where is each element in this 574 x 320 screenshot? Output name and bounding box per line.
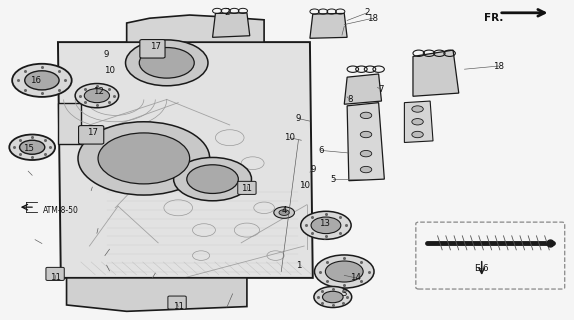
Polygon shape [212, 13, 250, 37]
Text: 17: 17 [87, 128, 98, 137]
Text: 9: 9 [310, 165, 316, 174]
Text: 14: 14 [350, 273, 361, 282]
Polygon shape [413, 50, 459, 96]
Circle shape [301, 211, 351, 239]
Text: E-6: E-6 [474, 264, 489, 273]
Circle shape [311, 217, 341, 234]
Text: 2: 2 [224, 8, 230, 17]
FancyBboxPatch shape [140, 40, 165, 58]
Text: 11: 11 [173, 302, 184, 311]
Text: 4: 4 [281, 206, 287, 215]
Text: 13: 13 [319, 219, 329, 228]
Text: 8: 8 [347, 95, 353, 104]
FancyBboxPatch shape [168, 296, 186, 309]
Text: ATM-8-50: ATM-8-50 [42, 206, 79, 215]
Text: 1: 1 [296, 261, 301, 270]
Circle shape [412, 119, 423, 125]
Polygon shape [127, 15, 264, 42]
Text: 9: 9 [104, 50, 109, 59]
Text: 11: 11 [242, 184, 253, 193]
Polygon shape [58, 103, 81, 144]
Circle shape [360, 150, 372, 157]
Text: 18: 18 [367, 14, 378, 23]
Text: 10: 10 [298, 181, 310, 190]
Text: 2: 2 [364, 8, 370, 17]
Circle shape [20, 140, 45, 154]
Circle shape [9, 134, 55, 160]
Polygon shape [310, 13, 347, 38]
Circle shape [274, 207, 294, 218]
Circle shape [84, 89, 110, 103]
Text: 16: 16 [29, 76, 41, 85]
FancyBboxPatch shape [46, 268, 64, 280]
Circle shape [323, 291, 343, 303]
Circle shape [412, 106, 423, 112]
Circle shape [325, 261, 363, 282]
Text: 10: 10 [284, 133, 296, 142]
FancyBboxPatch shape [238, 181, 256, 195]
Text: 17: 17 [150, 42, 161, 52]
Polygon shape [405, 101, 433, 142]
FancyBboxPatch shape [79, 125, 104, 144]
Text: 11: 11 [49, 273, 61, 282]
Text: 3: 3 [342, 289, 347, 298]
Circle shape [98, 133, 189, 184]
Circle shape [314, 286, 352, 308]
Text: 5: 5 [330, 175, 336, 184]
Polygon shape [344, 74, 382, 104]
Text: 6: 6 [319, 146, 324, 155]
Circle shape [360, 166, 372, 173]
Text: FR.: FR. [484, 13, 503, 23]
Circle shape [360, 131, 372, 138]
Circle shape [360, 112, 372, 119]
Text: 18: 18 [494, 61, 505, 70]
Circle shape [75, 84, 119, 108]
Text: 7: 7 [379, 85, 384, 94]
Polygon shape [67, 278, 247, 311]
Circle shape [126, 40, 208, 86]
Circle shape [139, 48, 194, 78]
Circle shape [187, 165, 238, 194]
Circle shape [25, 71, 59, 90]
Circle shape [412, 131, 423, 138]
Polygon shape [58, 42, 313, 278]
Polygon shape [347, 103, 385, 181]
Text: 9: 9 [296, 114, 301, 123]
Circle shape [173, 157, 251, 201]
Circle shape [315, 255, 374, 288]
Text: 15: 15 [23, 144, 34, 153]
Circle shape [78, 122, 210, 195]
Text: 10: 10 [104, 66, 115, 75]
Circle shape [279, 210, 289, 215]
Text: 12: 12 [92, 87, 103, 96]
Circle shape [12, 64, 72, 97]
